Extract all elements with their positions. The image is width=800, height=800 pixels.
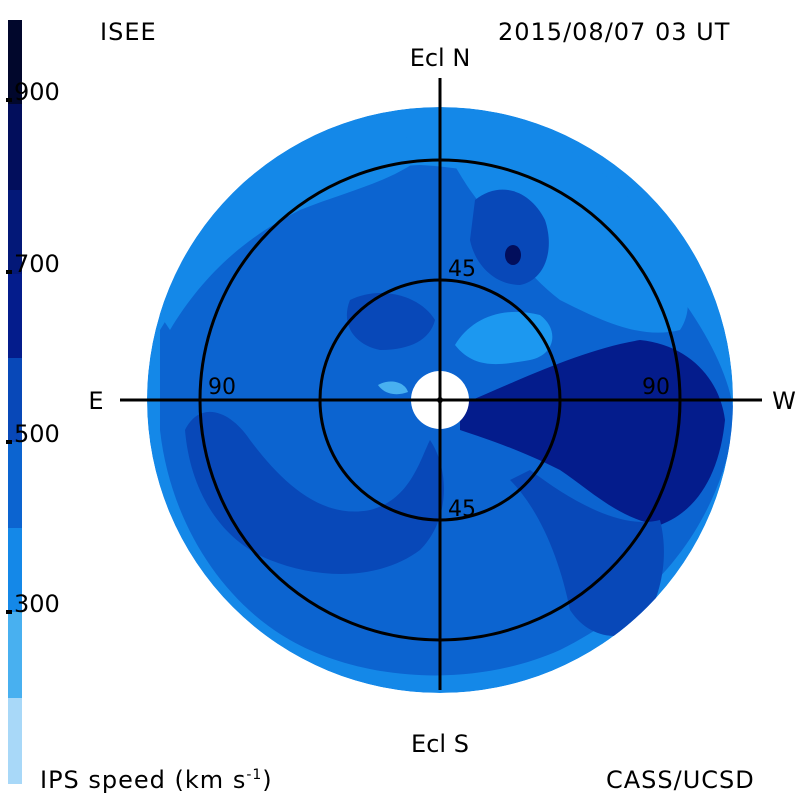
speed-colorbar bbox=[8, 20, 22, 784]
colorbar-band-1 bbox=[8, 20, 22, 104]
east-label: E bbox=[88, 387, 103, 415]
speed-region-800-spot bbox=[505, 245, 521, 265]
ring-label-90-left: 90 bbox=[208, 375, 236, 400]
speed-region-600-north bbox=[470, 189, 549, 285]
colorbar-tick-500: 500 bbox=[6, 422, 60, 446]
speed-region-light-nw bbox=[150, 134, 430, 330]
credit-label: CASS/UCSD bbox=[606, 766, 755, 794]
colorbar-band-3 bbox=[8, 190, 22, 274]
ring-label-45-top: 45 bbox=[448, 257, 476, 282]
speed-region-700-west bbox=[460, 340, 725, 525]
speed-region-light-spot bbox=[378, 381, 408, 395]
speed-region-600-center bbox=[346, 292, 435, 350]
source-label: ISEE bbox=[100, 18, 157, 46]
west-label: W bbox=[772, 387, 796, 415]
colorbar-band-6 bbox=[8, 442, 22, 528]
speed-region-light-inner bbox=[455, 311, 553, 365]
speed-region-600-southeast bbox=[510, 470, 664, 636]
ring-label-90-right: 90 bbox=[642, 375, 670, 400]
colorbar-band-8 bbox=[8, 612, 22, 698]
ring-label-45-bottom: 45 bbox=[448, 497, 476, 522]
colorbar-tick-300: 300 bbox=[6, 592, 60, 616]
colorbar-band-4 bbox=[8, 274, 22, 358]
colorbar-tick-900: 900 bbox=[6, 80, 60, 104]
colorbar-band-7 bbox=[8, 528, 22, 612]
speed-region-600-south bbox=[185, 411, 444, 574]
timestamp: 2015/08/07 03 UT bbox=[498, 18, 731, 46]
ecliptic-south-label: Ecl S bbox=[411, 730, 469, 758]
colorbar-title: IPS speed (km s-1) bbox=[40, 766, 273, 794]
colorbar-tick-700: 700 bbox=[6, 252, 60, 276]
colorbar-band-5 bbox=[8, 358, 22, 442]
speed-map-fill bbox=[147, 107, 733, 693]
colorbar-band-2 bbox=[8, 104, 22, 190]
ecliptic-north-label: Ecl N bbox=[410, 44, 471, 72]
colorbar-band-9 bbox=[8, 698, 22, 784]
speed-region-light-ne bbox=[440, 110, 688, 333]
